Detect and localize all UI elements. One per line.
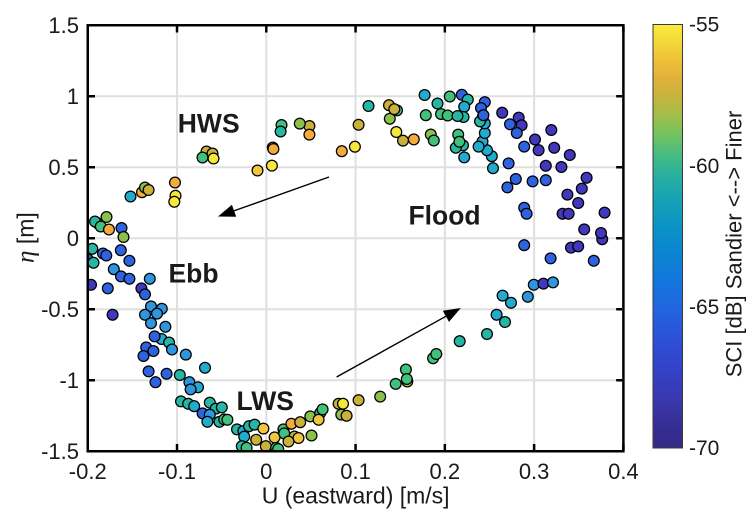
svg-text:0.1: 0.1 — [340, 459, 371, 484]
svg-text:SCI [dB] Sandier <--> Finer: SCI [dB] Sandier <--> Finer — [722, 111, 747, 378]
svg-text:-55: -55 — [689, 14, 719, 37]
svg-text:U (eastward) [m/s]: U (eastward) [m/s] — [262, 483, 450, 509]
svg-text:0: 0 — [67, 226, 79, 251]
svg-text:Flood: Flood — [409, 201, 481, 231]
svg-text:-1: -1 — [59, 368, 79, 393]
svg-text:0.2: 0.2 — [430, 459, 461, 484]
svg-text:0: 0 — [260, 459, 272, 484]
svg-text:-1.5: -1.5 — [41, 439, 79, 464]
svg-text:0.4: 0.4 — [608, 459, 639, 484]
svg-text:LWS: LWS — [237, 386, 294, 416]
svg-text:-0.1: -0.1 — [158, 459, 196, 484]
svg-text:-70: -70 — [689, 437, 719, 460]
svg-text:-0.5: -0.5 — [41, 297, 79, 322]
svg-text:0.3: 0.3 — [519, 459, 550, 484]
svg-text:HWS: HWS — [178, 108, 240, 138]
svg-text:-0.2: -0.2 — [69, 459, 107, 484]
svg-text:0.5: 0.5 — [48, 155, 79, 180]
svg-text:1: 1 — [67, 84, 79, 109]
svg-text:Ebb: Ebb — [169, 258, 219, 288]
svg-text:1.5: 1.5 — [48, 13, 79, 38]
svg-text:η [m]: η [m] — [13, 212, 40, 263]
svg-text:-65: -65 — [689, 296, 719, 319]
svg-text:-60: -60 — [689, 155, 719, 178]
